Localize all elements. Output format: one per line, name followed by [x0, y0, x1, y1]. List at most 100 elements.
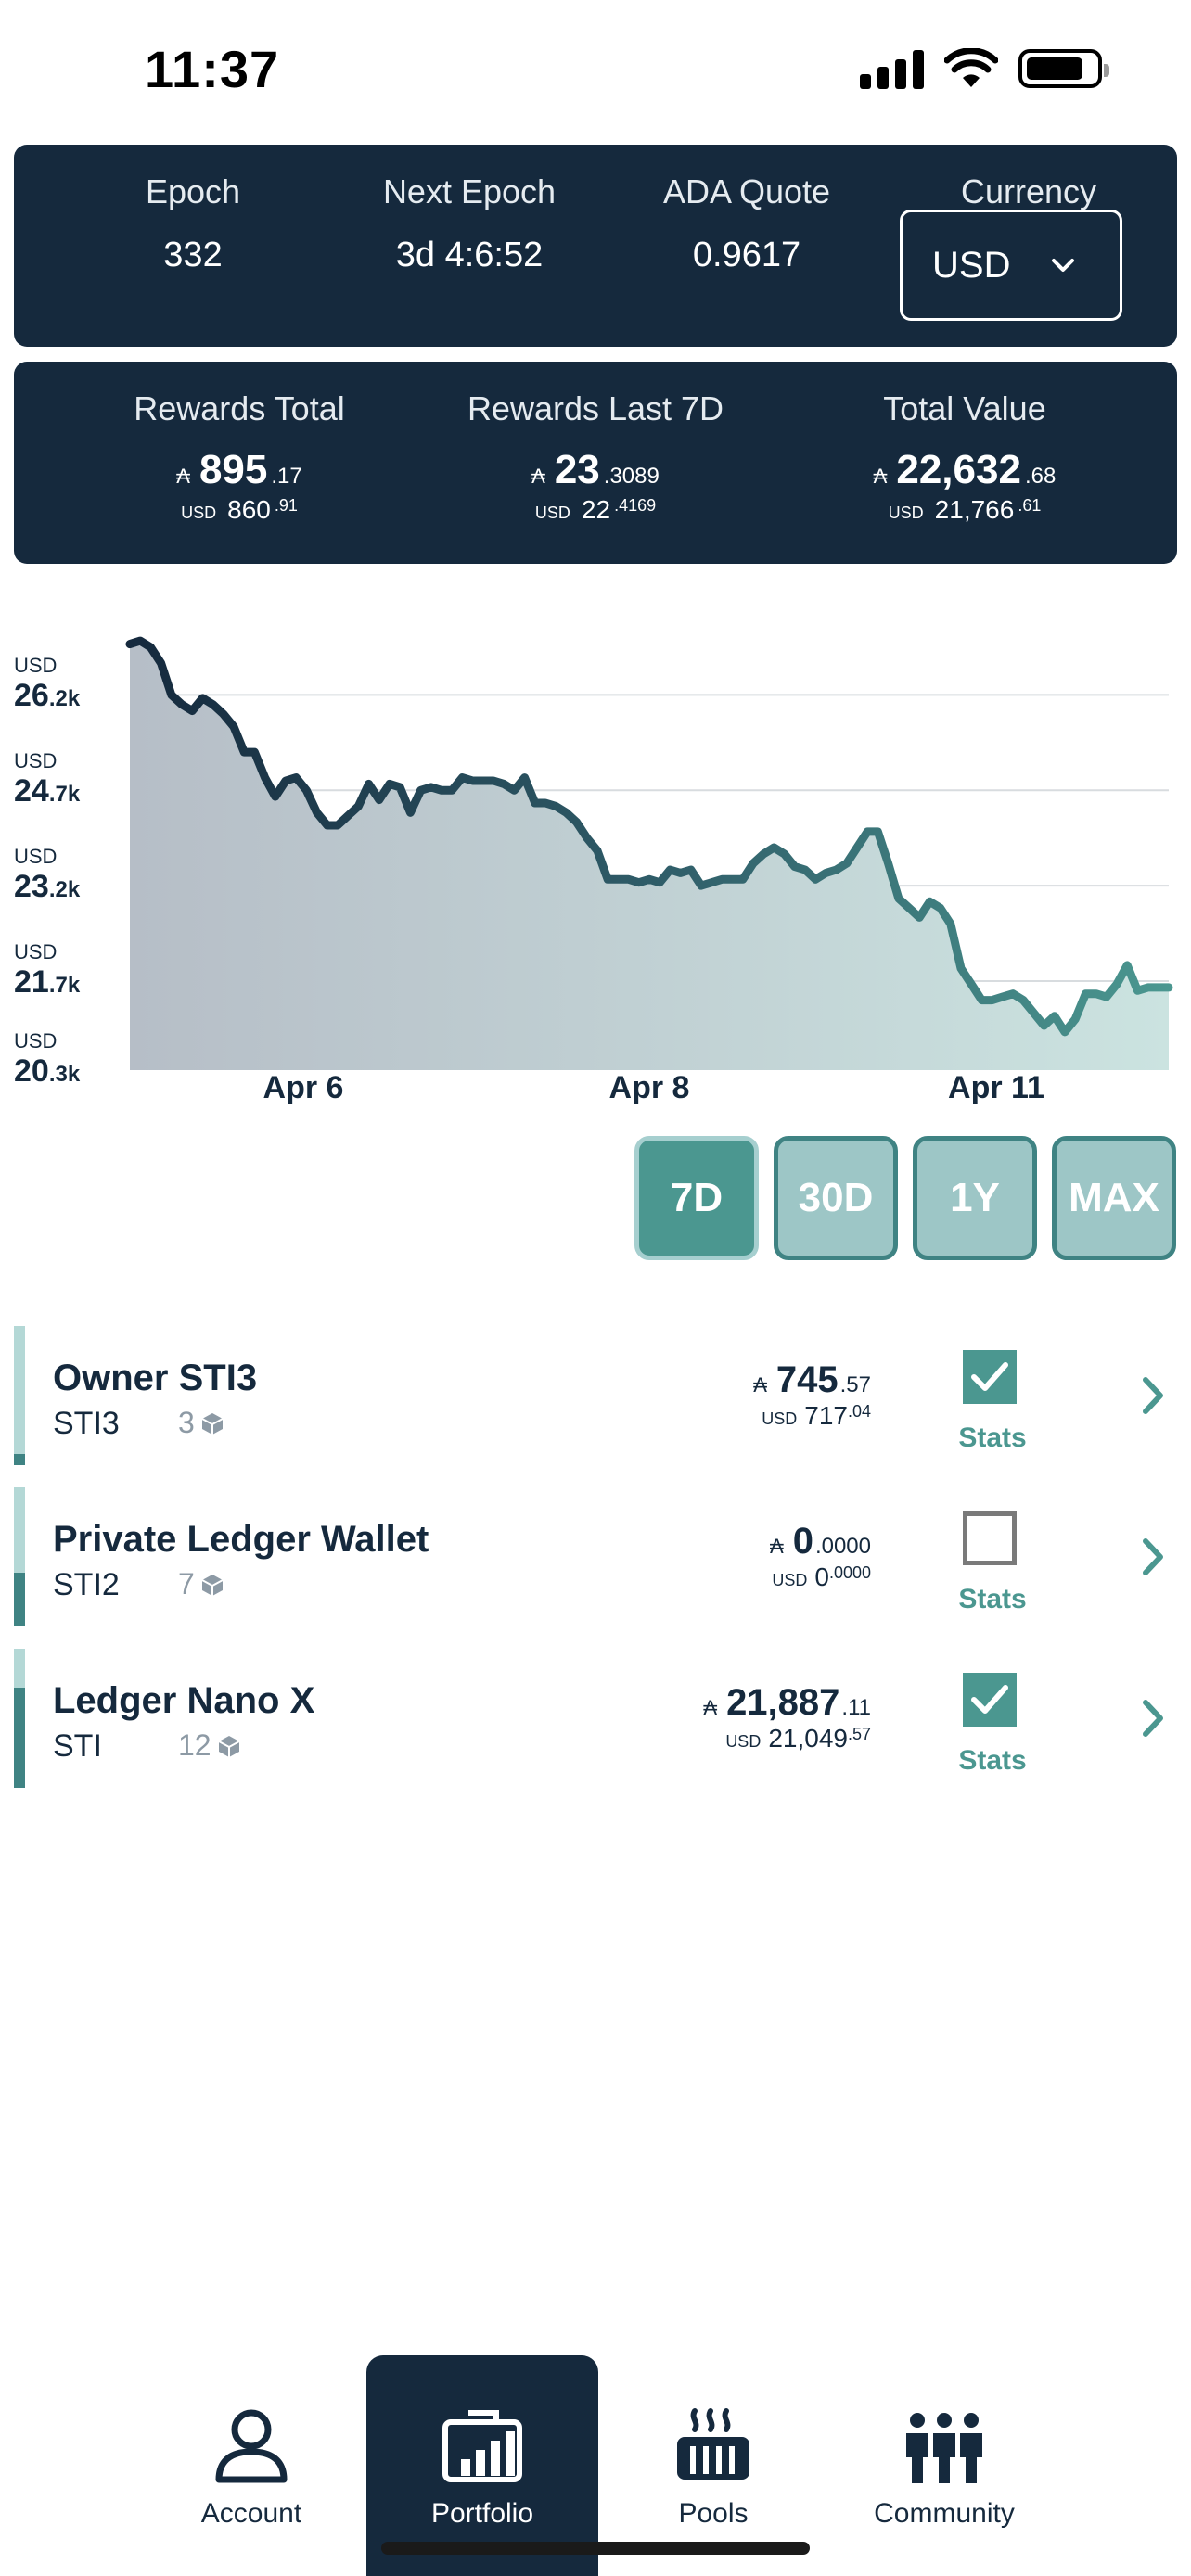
- wifi-icon: [944, 48, 998, 87]
- portfolio-icon: [442, 2410, 522, 2482]
- wallet-share-bar: [14, 1326, 25, 1465]
- wallet-count: 3: [178, 1406, 224, 1440]
- wallet-usd: 21,049: [768, 1724, 848, 1753]
- ada-symbol: ₳: [770, 1535, 784, 1558]
- range-button-1y[interactable]: 1Y: [913, 1136, 1037, 1260]
- y-tick-unit: USD: [14, 940, 58, 963]
- stats-checkbox[interactable]: [963, 1350, 1017, 1404]
- x-tick-label: Apr 6: [263, 1070, 344, 1105]
- y-tick-value: 23: [14, 869, 49, 905]
- home-indicator: [381, 2542, 810, 2555]
- total-value-ada: 22,632: [896, 447, 1021, 492]
- battery-icon: [1018, 49, 1109, 88]
- rewards-total-usd-decimals: .91: [274, 496, 298, 515]
- rewards-panel: Rewards Total ₳ 895 .17 USD 860 .91 Rewa…: [14, 362, 1177, 564]
- stats-checkbox[interactable]: [963, 1673, 1017, 1727]
- checkmark-icon: [971, 1685, 1008, 1714]
- range-button-7d[interactable]: 7D: [634, 1136, 759, 1260]
- status-bar: 11:37: [0, 0, 1191, 139]
- wallet-count-value: 12: [178, 1728, 211, 1762]
- ada-quote-value: 0.9617: [692, 236, 801, 274]
- wallet-amount: ₳ 21,887 .11 USD 21,049 .57: [703, 1682, 871, 1753]
- area-fill: [130, 641, 1169, 1070]
- wallet-ada: 21,887: [726, 1682, 840, 1723]
- currency-select[interactable]: USD: [900, 210, 1122, 321]
- x-tick-label: Apr 11: [948, 1070, 1044, 1105]
- rewards-7d-label: Rewards Last 7D: [467, 389, 724, 427]
- currency-value: USD: [932, 244, 1011, 286]
- wallet-usd-decimals: .0000: [828, 1563, 871, 1582]
- y-tick-value: 20: [14, 1053, 49, 1089]
- tab-label: Community: [874, 2498, 1015, 2529]
- tab-account[interactable]: Account: [135, 2355, 367, 2576]
- checkmark-icon: [971, 1362, 1008, 1391]
- chevron-right-icon[interactable]: [1138, 1534, 1168, 1580]
- stats-checkbox[interactable]: [963, 1511, 1017, 1565]
- wallet-row[interactable]: Private Ledger Wallet STI2 7 ₳ 0 .0000 U…: [14, 1487, 1177, 1626]
- y-tick-suffix: .7k: [48, 973, 81, 998]
- range-button-30d[interactable]: 30D: [774, 1136, 898, 1260]
- y-tick-unit: USD: [14, 749, 58, 773]
- rewards-total-stat: Rewards Total ₳ 895 .17 USD 860 .91: [54, 362, 425, 525]
- wallet-amount: ₳ 745 .57 USD 717 .04: [753, 1359, 871, 1431]
- rewards-total-ada-decimals: .17: [271, 464, 302, 489]
- total-value-stat: Total Value ₳ 22,632 .68 USD 21,766 .61: [779, 362, 1150, 525]
- tab-pools[interactable]: Pools: [597, 2355, 829, 2576]
- usd-label: USD: [772, 1571, 808, 1589]
- epoch-stat: Epoch 332: [54, 145, 332, 275]
- cube-icon: [218, 1735, 240, 1757]
- y-tick-label: USD 24.7k: [14, 749, 125, 810]
- epoch-panel: Epoch 332 Next Epoch 3d 4:6:52 ADA Quote…: [14, 145, 1177, 347]
- y-tick-suffix: .3k: [48, 1062, 81, 1087]
- rewards-7d-ada: 23: [554, 447, 600, 492]
- wallet-ada-decimals: .11: [841, 1695, 871, 1720]
- wallet-name: Ledger Nano X: [53, 1680, 315, 1721]
- rewards-7d-usd: 22: [581, 495, 611, 524]
- account-icon: [215, 2409, 288, 2483]
- next-epoch-label: Next Epoch: [382, 172, 557, 210]
- wallet-ticker: STI3: [53, 1406, 120, 1441]
- rewards-7d-ada-decimals: .3089: [603, 464, 660, 489]
- wallet-usd-decimals: .04: [847, 1402, 871, 1421]
- wallet-count-value: 7: [178, 1567, 195, 1600]
- range-button-max[interactable]: MAX: [1052, 1136, 1176, 1260]
- rewards-7d-usd-decimals: .4169: [614, 496, 657, 515]
- wallet-name: Private Ledger Wallet: [53, 1519, 429, 1560]
- stats-label[interactable]: Stats: [958, 1584, 1027, 1614]
- wallet-row[interactable]: Owner STI3 STI3 3 ₳ 745 .57 USD 717 .04 …: [14, 1326, 1177, 1465]
- wallet-ticker: STI: [53, 1728, 102, 1764]
- wallet-share-bar: [14, 1487, 25, 1626]
- stats-label[interactable]: Stats: [958, 1745, 1027, 1776]
- total-value-label: Total Value: [883, 389, 1046, 427]
- y-tick-value: 26: [14, 678, 49, 714]
- wallet-usd: 0: [814, 1562, 829, 1591]
- tab-portfolio[interactable]: Portfolio: [366, 2355, 598, 2576]
- stats-label[interactable]: Stats: [958, 1422, 1027, 1453]
- chevron-down-icon: [1052, 259, 1074, 272]
- status-time: 11:37: [145, 40, 280, 98]
- cellular-signal-icon: [860, 48, 924, 89]
- y-tick-unit: USD: [14, 845, 58, 869]
- tab-community[interactable]: Community: [828, 2355, 1060, 2576]
- rewards-total-ada: 895: [198, 447, 268, 492]
- ada-quote-stat: ADA Quote 0.9617: [608, 145, 886, 275]
- wallet-ada-decimals: .0000: [814, 1534, 871, 1559]
- chevron-right-icon[interactable]: [1138, 1372, 1168, 1419]
- y-tick-label: USD 26.2k: [14, 654, 125, 714]
- wallet-ada: 745: [775, 1359, 839, 1400]
- wallet-share-bar: [14, 1649, 25, 1788]
- y-tick-suffix: .7k: [48, 782, 81, 808]
- wallet-row[interactable]: Ledger Nano X STI 12 ₳ 21,887 .11 USD 21…: [14, 1649, 1177, 1788]
- rewards-total-usd: 860: [227, 495, 271, 524]
- epoch-value: 332: [163, 236, 223, 274]
- chevron-right-icon[interactable]: [1138, 1695, 1168, 1741]
- y-tick-suffix: .2k: [48, 686, 81, 712]
- wallet-usd: 717: [804, 1401, 848, 1430]
- portfolio-value-chart: USD 26.2k USD 24.7k USD 23.2k USD 21.7k USD 20.3k…: [0, 612, 1191, 1131]
- wallet-usd-decimals: .57: [847, 1725, 871, 1743]
- wallet-count-value: 3: [178, 1406, 195, 1439]
- cube-icon: [201, 1574, 224, 1596]
- tab-label: Portfolio: [430, 2498, 534, 2529]
- wallet-count: 12: [178, 1728, 241, 1763]
- pools-icon: [677, 2408, 749, 2480]
